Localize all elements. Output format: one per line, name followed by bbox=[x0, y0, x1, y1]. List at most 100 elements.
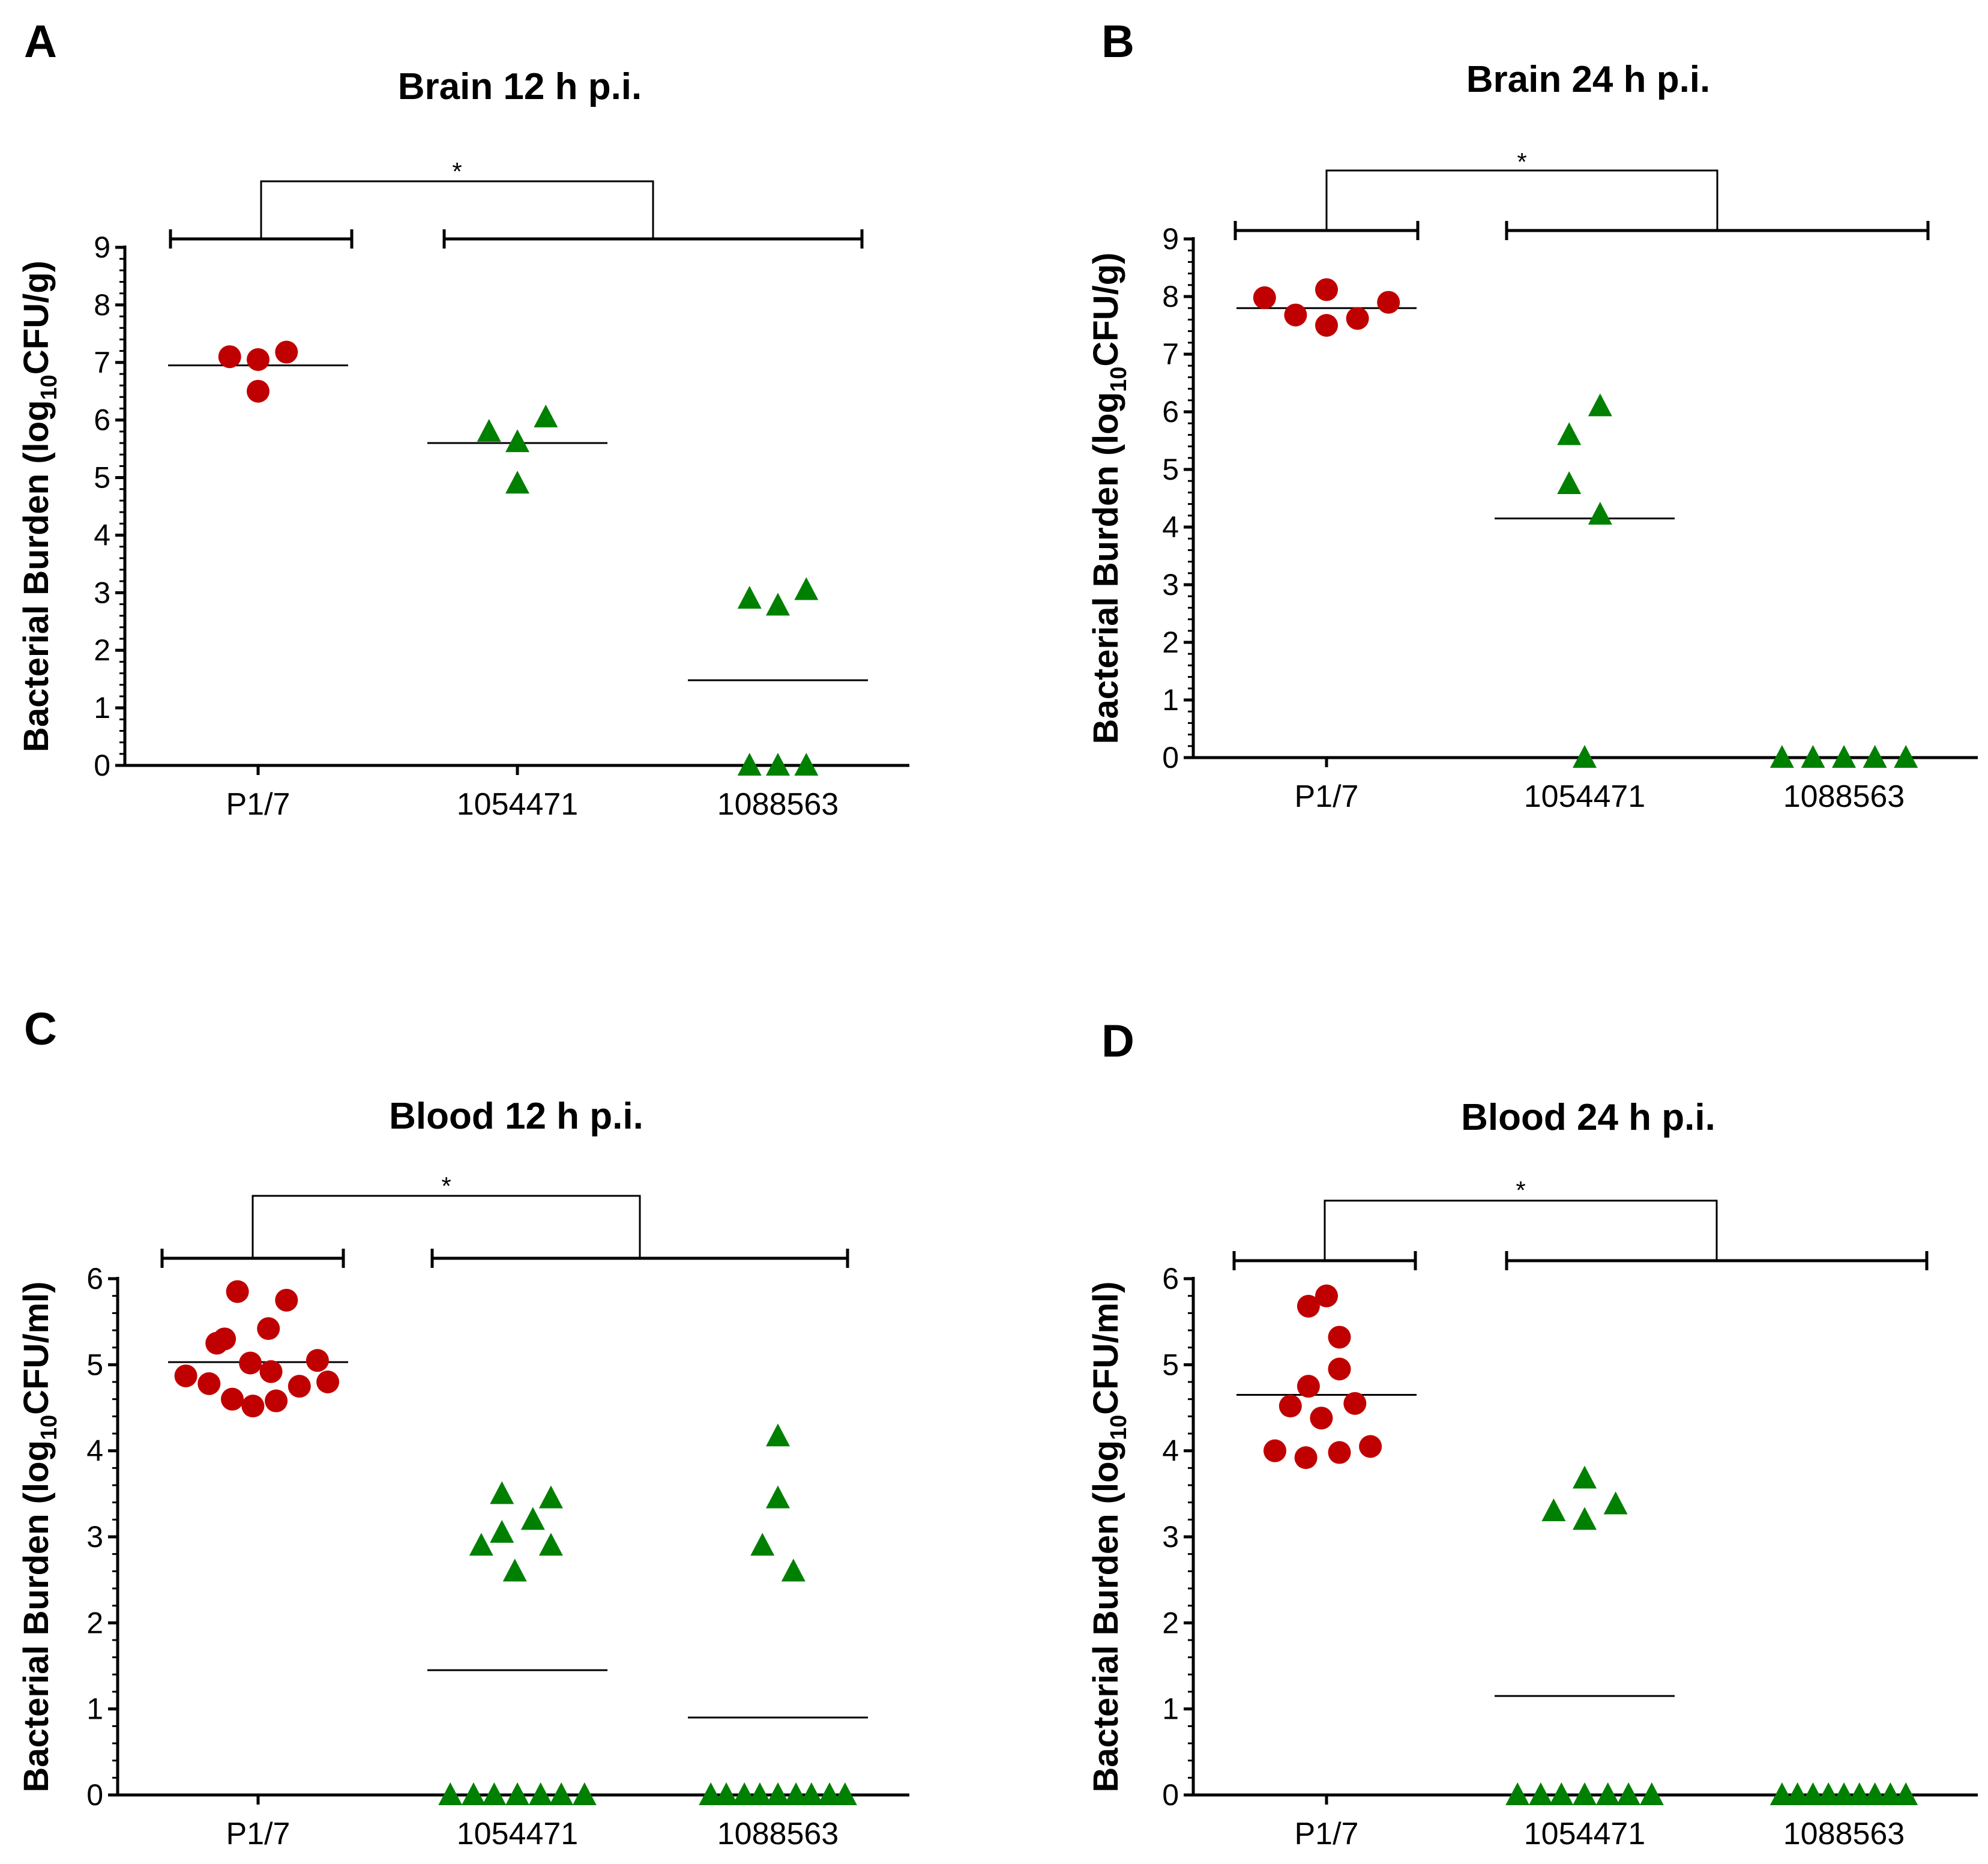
y-tick-label: 5 bbox=[94, 461, 110, 495]
data-point-triangle bbox=[1557, 422, 1582, 445]
data-point-circle bbox=[174, 1364, 197, 1387]
data-point-triangle bbox=[747, 1782, 772, 1805]
significance-bracket bbox=[1325, 169, 1718, 231]
data-point-circle bbox=[275, 1288, 298, 1312]
data-point-triangle bbox=[1832, 745, 1856, 768]
data-point-circle bbox=[218, 345, 241, 369]
data-point-circle bbox=[197, 1372, 221, 1395]
significance-star: * bbox=[441, 1172, 451, 1200]
y-tick-label: 8 bbox=[1162, 280, 1179, 313]
data-point-circle bbox=[1328, 1357, 1351, 1381]
panel-title: Blood 24 h p.i. bbox=[1461, 1097, 1715, 1138]
data-point-triangle bbox=[732, 1782, 757, 1805]
data-point-circle bbox=[275, 340, 298, 364]
x-tick-label: P1/7 bbox=[226, 1817, 291, 1851]
data-point-triangle bbox=[549, 1782, 574, 1805]
data-point-circle bbox=[221, 1387, 244, 1411]
y-tick-label: 1 bbox=[1162, 1692, 1179, 1726]
data-point-triangle bbox=[1603, 1491, 1628, 1515]
y-tick-label: 1 bbox=[86, 1692, 103, 1726]
y-axis-label: Bacterial Burden (log10CFU/ml) bbox=[17, 1281, 62, 1792]
panel-letter: B bbox=[1101, 16, 1134, 67]
data-point-circle bbox=[1253, 286, 1276, 309]
data-point-triangle bbox=[1557, 471, 1582, 494]
y-tick-label: 5 bbox=[86, 1348, 103, 1381]
data-point-triangle bbox=[799, 1782, 824, 1805]
significance-star: * bbox=[1517, 148, 1526, 176]
data-point-circle bbox=[1297, 1375, 1320, 1398]
y-tick-label: 7 bbox=[1162, 337, 1179, 371]
x-tick-label: 1088563 bbox=[1783, 779, 1905, 814]
panel-a: A Brain 12 h p.i. Bacterial Burden (log10C… bbox=[17, 16, 909, 822]
data-point-circle bbox=[241, 1395, 265, 1418]
data-point-triangle bbox=[1878, 1782, 1903, 1805]
data-point-triangle bbox=[520, 1507, 545, 1530]
y-tick-label: 2 bbox=[94, 633, 110, 667]
y-tick-label: 2 bbox=[86, 1606, 103, 1639]
data-point-triangle bbox=[818, 1782, 842, 1805]
data-point-circle bbox=[1328, 1441, 1351, 1464]
data-point-triangle bbox=[1549, 1782, 1574, 1805]
data-point-circle bbox=[226, 1280, 249, 1303]
y-tick-label: 5 bbox=[1162, 1348, 1179, 1381]
data-point-triangle bbox=[833, 1782, 857, 1805]
y-tick-label: 7 bbox=[94, 346, 110, 379]
significance-bracket bbox=[252, 1195, 641, 1258]
y-tick-label: 1 bbox=[94, 691, 110, 725]
data-point-triangle bbox=[766, 1485, 790, 1509]
data-point-triangle bbox=[794, 753, 819, 776]
panel-d: D Blood 24 h p.i. Bacterial Burden (log10C… bbox=[1086, 1016, 1978, 1851]
data-point-circle bbox=[316, 1371, 340, 1393]
y-axis-label: Bacterial Burden (log10CFU/g) bbox=[1086, 253, 1131, 744]
data-point-triangle bbox=[502, 1558, 527, 1582]
series-1088563 bbox=[1754, 745, 1934, 768]
data-point-triangle bbox=[1894, 745, 1918, 768]
data-point-triangle bbox=[750, 1533, 775, 1556]
series-1088563 bbox=[1754, 1782, 1934, 1805]
data-point-circle bbox=[1264, 1439, 1286, 1462]
x-tick-label: 1054471 bbox=[457, 1817, 578, 1851]
data-point-circle bbox=[1315, 314, 1338, 337]
data-point-circle bbox=[257, 1317, 280, 1341]
series-1088563 bbox=[688, 1423, 868, 1805]
data-point-circle bbox=[1377, 291, 1400, 314]
data-point-triangle bbox=[781, 1558, 806, 1582]
y-tick-label: 3 bbox=[1162, 1520, 1179, 1554]
data-point-triangle bbox=[528, 1782, 553, 1805]
data-point-triangle bbox=[699, 1782, 723, 1805]
data-point-triangle bbox=[1639, 1782, 1664, 1805]
y-tick-label: 6 bbox=[1162, 395, 1179, 429]
y-tick-label: 1 bbox=[1162, 683, 1179, 717]
data-point-triangle bbox=[1541, 1498, 1566, 1521]
panel-c: C Blood 12 h p.i. Bacterial Burden (log10C… bbox=[17, 1004, 909, 1851]
y-tick-label: 6 bbox=[86, 1262, 103, 1295]
data-point-triangle bbox=[1588, 393, 1612, 417]
y-tick-label: 0 bbox=[1162, 1778, 1179, 1812]
x-tick-label: 1088563 bbox=[717, 787, 839, 822]
data-point-triangle bbox=[505, 471, 529, 494]
data-point-circle bbox=[265, 1389, 288, 1413]
data-point-triangle bbox=[505, 429, 529, 453]
data-point-triangle bbox=[469, 1533, 493, 1556]
y-tick-label: 6 bbox=[1162, 1262, 1179, 1295]
data-point-triangle bbox=[1770, 745, 1794, 768]
y-tick-label: 3 bbox=[94, 576, 110, 609]
x-tick-label: P1/7 bbox=[226, 787, 291, 822]
data-point-circle bbox=[1297, 1294, 1320, 1318]
data-point-triangle bbox=[737, 585, 762, 609]
data-point-triangle bbox=[1616, 1782, 1641, 1805]
y-tick-label: 4 bbox=[1162, 1434, 1179, 1468]
series-1054471 bbox=[427, 404, 607, 494]
series-P1-7 bbox=[1236, 1284, 1417, 1470]
data-point-triangle bbox=[1505, 1782, 1530, 1805]
y-axis-label: Bacterial Burden (log10CFU/ml) bbox=[1086, 1281, 1131, 1792]
x-tick-label: P1/7 bbox=[1295, 1817, 1359, 1851]
data-point-triangle bbox=[766, 593, 790, 616]
data-point-triangle bbox=[1847, 1782, 1872, 1805]
data-point-triangle bbox=[1801, 1782, 1825, 1805]
series-1054471 bbox=[1495, 1465, 1675, 1805]
panel-letter: A bbox=[24, 16, 57, 67]
data-point-triangle bbox=[1588, 501, 1612, 525]
data-point-triangle bbox=[1863, 1782, 1887, 1805]
y-tick-label: 0 bbox=[86, 1778, 103, 1812]
